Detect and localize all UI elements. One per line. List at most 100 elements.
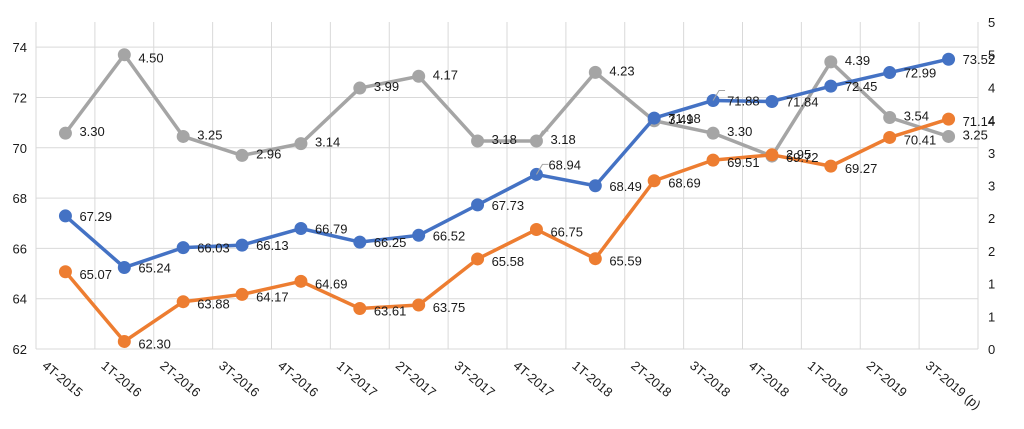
data-label: 66.75 xyxy=(550,225,583,240)
grid xyxy=(35,22,979,350)
data-label: 69.51 xyxy=(727,155,760,170)
left-axis: 62 64 66 68 70 72 74 xyxy=(13,40,27,357)
data-labels: 67.29 65.24 66.03 66.13 66.79 66.25 66.52 67.73… xyxy=(79,51,995,352)
data-point xyxy=(235,238,249,252)
left-tick-label: 66 xyxy=(13,241,27,256)
data-label: 65.59 xyxy=(609,254,642,269)
data-point xyxy=(883,66,897,80)
data-point xyxy=(117,261,131,275)
series-line xyxy=(64,117,950,344)
data-point xyxy=(176,295,190,309)
data-label: 66.79 xyxy=(315,222,348,237)
leader-line xyxy=(536,163,549,175)
data-point xyxy=(58,209,72,223)
data-point xyxy=(942,52,956,66)
right-axis: 0 1 1 2 2 3 3 4 4 5 5 xyxy=(988,15,995,357)
data-point xyxy=(529,223,543,237)
left-tick-label: 74 xyxy=(13,40,27,55)
data-label: 66.52 xyxy=(433,228,466,243)
data-label: 66.25 xyxy=(374,235,407,250)
data-point xyxy=(117,48,131,62)
x-tick-label: 4T-2016 xyxy=(275,358,321,400)
data-label: 68.49 xyxy=(609,179,642,194)
data-point xyxy=(706,126,720,140)
x-tick-label: 3T-2016 xyxy=(216,358,262,400)
data-point xyxy=(412,228,426,242)
data-label: 73.52 xyxy=(963,52,996,67)
x-tick-label: 1T-2017 xyxy=(334,358,380,400)
data-label: 71.14 xyxy=(963,114,996,129)
data-label: 65.07 xyxy=(79,267,112,282)
data-label: 3.25 xyxy=(963,127,988,142)
data-label: 70.41 xyxy=(904,132,937,147)
data-label: 67.73 xyxy=(492,198,525,213)
data-label: 3.49 xyxy=(668,112,693,127)
left-tick-label: 68 xyxy=(13,191,27,206)
x-tick-label: 3T-2018 xyxy=(687,358,733,400)
right-tick-label: 3 xyxy=(988,146,995,161)
right-tick-label: 2 xyxy=(988,244,995,259)
data-point xyxy=(58,265,72,279)
x-tick-label: 4T-2015 xyxy=(40,358,86,400)
data-point xyxy=(294,274,308,288)
data-label: 2.95 xyxy=(786,147,811,162)
data-label: 4.23 xyxy=(609,63,634,78)
data-label: 66.03 xyxy=(197,241,230,256)
data-point xyxy=(824,159,838,173)
data-point xyxy=(647,174,661,188)
data-label: 2.96 xyxy=(256,146,281,161)
data-point xyxy=(353,302,367,316)
leader-line xyxy=(712,89,726,101)
data-label: 3.30 xyxy=(79,124,104,139)
data-label: 66.13 xyxy=(256,238,289,253)
x-tick-label: 2T-2017 xyxy=(393,358,439,400)
data-point xyxy=(235,287,249,301)
data-label: 69.72 xyxy=(786,150,819,165)
x-tick-label: 3T-2019 (p) xyxy=(923,358,984,413)
data-point xyxy=(353,235,367,249)
data-label: 63.88 xyxy=(197,297,230,312)
data-label: 68.69 xyxy=(668,176,701,191)
x-tick-label: 1T-2016 xyxy=(98,358,144,400)
data-point xyxy=(588,179,602,193)
data-point xyxy=(294,222,308,236)
data-point xyxy=(706,153,720,167)
data-label: 65.58 xyxy=(492,254,525,269)
data-label: 71.18 xyxy=(668,111,701,126)
data-point xyxy=(942,112,956,126)
data-point xyxy=(824,79,838,93)
data-point xyxy=(588,65,602,79)
data-label: 64.17 xyxy=(256,289,289,304)
data-point xyxy=(235,148,249,162)
data-label: 3.18 xyxy=(550,132,575,147)
data-label: 3.30 xyxy=(727,124,752,139)
data-point xyxy=(58,126,72,140)
left-tick-label: 72 xyxy=(13,90,27,105)
x-tick-label: 2T-2019 xyxy=(864,358,910,400)
data-label: 71.84 xyxy=(786,94,819,109)
data-label: 69.27 xyxy=(845,161,878,176)
data-point xyxy=(824,55,838,69)
data-label: 62.30 xyxy=(138,336,171,351)
data-point xyxy=(471,134,485,148)
data-point xyxy=(412,298,426,312)
data-label: 65.24 xyxy=(138,261,171,276)
right-tick-label: 5 xyxy=(988,15,995,30)
data-point xyxy=(883,130,897,144)
data-point xyxy=(647,111,661,125)
data-label: 3.54 xyxy=(904,108,929,123)
x-axis: 4T-2015 1T-2016 2T-2016 3T-2016 4T-2016 1T-20… xyxy=(40,358,984,413)
data-label: 3.99 xyxy=(374,79,399,94)
right-tick-label: 0 xyxy=(988,342,995,357)
left-tick-label: 70 xyxy=(13,141,27,156)
right-tick-label: 3 xyxy=(988,179,995,194)
data-label: 4.17 xyxy=(433,67,458,82)
data-point xyxy=(176,129,190,143)
data-label: 3.18 xyxy=(492,132,517,147)
right-tick-label: 1 xyxy=(988,277,995,292)
x-tick-label: 4T-2018 xyxy=(746,358,792,400)
data-point xyxy=(471,252,485,266)
data-label: 4.39 xyxy=(845,53,870,68)
right-tick-label: 4 xyxy=(988,80,995,95)
